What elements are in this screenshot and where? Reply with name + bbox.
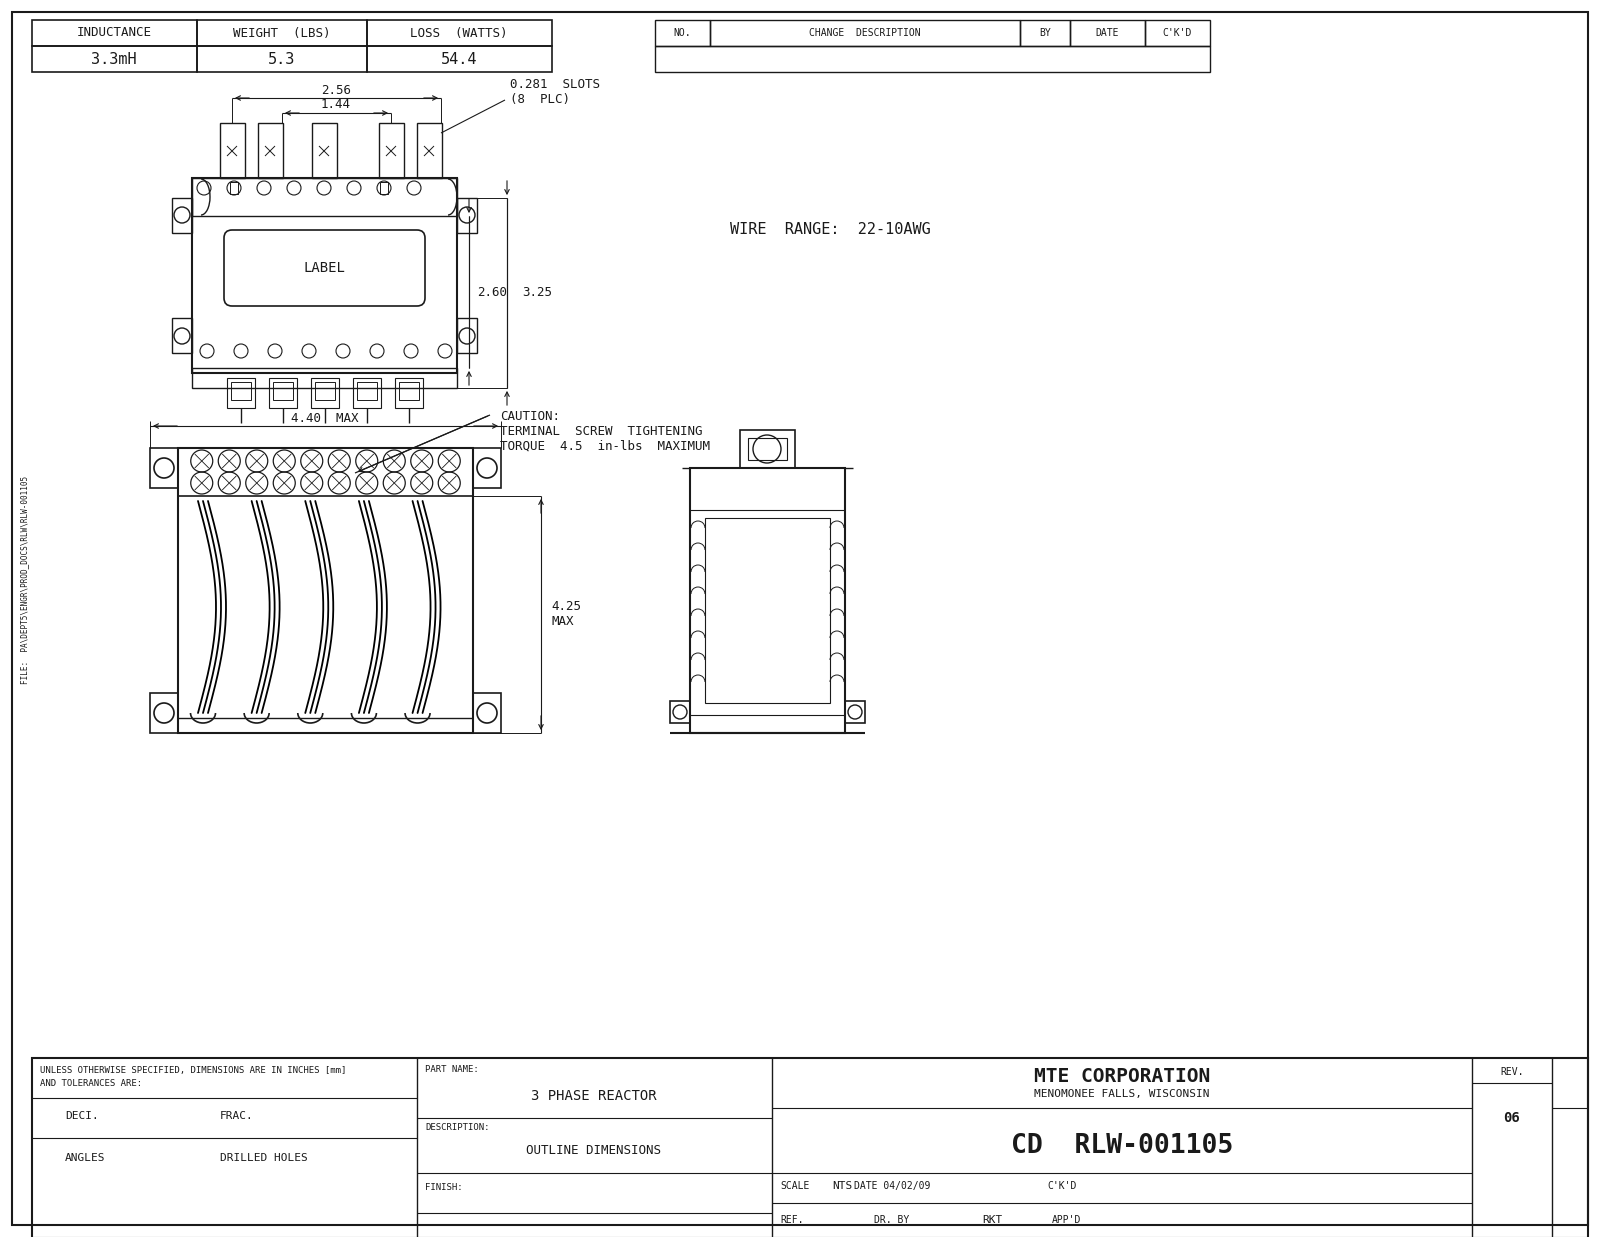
- Text: 2.60: 2.60: [477, 286, 507, 298]
- Bar: [354, 379, 381, 408]
- Text: MENOMONEE FALLS, WISCONSIN: MENOMONEE FALLS, WISCONSIN: [1034, 1089, 1210, 1098]
- Text: WIRE  RANGE:  22-10AWG: WIRE RANGE: 22-10AWG: [730, 223, 931, 238]
- Bar: [690, 468, 845, 734]
- Bar: [379, 122, 403, 178]
- Text: CAUTION:
TERMINAL  SCREW  TIGHTENING
TORQUE  4.5  in-lbs  MAXIMUM: CAUTION: TERMINAL SCREW TIGHTENING TORQU…: [499, 409, 710, 453]
- Bar: [197, 46, 366, 72]
- Bar: [192, 178, 458, 374]
- Bar: [32, 20, 197, 46]
- Text: NO.: NO.: [674, 28, 691, 38]
- Text: 4.25
MAX: 4.25 MAX: [550, 600, 581, 628]
- Text: DESCRIPTION:: DESCRIPTION:: [426, 1123, 490, 1133]
- Bar: [173, 198, 192, 233]
- Bar: [395, 379, 422, 408]
- Bar: [654, 20, 710, 46]
- Bar: [670, 701, 690, 722]
- Bar: [150, 448, 178, 489]
- Text: 06: 06: [1504, 1111, 1520, 1124]
- Bar: [310, 379, 339, 408]
- Bar: [739, 430, 795, 468]
- Text: CD  RLW-001105: CD RLW-001105: [1011, 1133, 1234, 1159]
- Text: LOSS  (WATTS): LOSS (WATTS): [410, 26, 507, 40]
- Text: DECI.: DECI.: [66, 1111, 99, 1121]
- Bar: [32, 46, 197, 72]
- Bar: [706, 518, 830, 703]
- Bar: [192, 367, 458, 388]
- Bar: [274, 382, 293, 400]
- Bar: [458, 198, 477, 233]
- Text: REF.: REF.: [781, 1215, 803, 1225]
- Text: DATE 04/02/09: DATE 04/02/09: [854, 1181, 930, 1191]
- Text: NTS: NTS: [832, 1181, 853, 1191]
- Text: 2.56: 2.56: [322, 84, 350, 96]
- Bar: [230, 382, 251, 400]
- Text: BY: BY: [1038, 28, 1051, 38]
- Text: REV.: REV.: [1501, 1068, 1523, 1077]
- Text: 4.40  MAX: 4.40 MAX: [291, 412, 358, 424]
- Bar: [357, 382, 378, 400]
- Bar: [749, 438, 787, 460]
- Bar: [398, 382, 419, 400]
- Bar: [315, 382, 334, 400]
- Text: DATE: DATE: [1096, 28, 1118, 38]
- Bar: [366, 20, 552, 46]
- Text: SCALE: SCALE: [781, 1181, 810, 1191]
- Bar: [230, 182, 238, 194]
- Text: DRILLED HOLES: DRILLED HOLES: [221, 1153, 307, 1163]
- Bar: [458, 318, 477, 353]
- Text: INDUCTANCE: INDUCTANCE: [77, 26, 152, 40]
- Bar: [654, 46, 1210, 72]
- Bar: [845, 701, 866, 722]
- Bar: [197, 20, 366, 46]
- Text: 0.281  SLOTS
(8  PLC): 0.281 SLOTS (8 PLC): [510, 78, 600, 106]
- Text: CHANGE  DESCRIPTION: CHANGE DESCRIPTION: [810, 28, 922, 38]
- Bar: [173, 318, 192, 353]
- Bar: [269, 379, 298, 408]
- Text: 3.25: 3.25: [522, 287, 552, 299]
- Bar: [366, 46, 552, 72]
- Bar: [32, 1058, 1587, 1237]
- Text: LABEL: LABEL: [302, 261, 346, 275]
- Text: APP'D: APP'D: [1053, 1215, 1082, 1225]
- Text: MTE CORPORATION: MTE CORPORATION: [1034, 1066, 1210, 1086]
- Bar: [192, 178, 458, 216]
- Bar: [178, 448, 474, 496]
- Text: WEIGHT  (LBS): WEIGHT (LBS): [234, 26, 331, 40]
- Bar: [221, 122, 245, 178]
- Bar: [1021, 20, 1070, 46]
- Text: 3.3mH: 3.3mH: [91, 52, 138, 67]
- Text: FILE:  PA\DEPT5\ENGR\PROD_DOCS\RLW\RLW-001105: FILE: PA\DEPT5\ENGR\PROD_DOCS\RLW\RLW-00…: [21, 476, 29, 684]
- Bar: [312, 122, 338, 178]
- Bar: [227, 379, 254, 408]
- Text: OUTLINE DIMENSIONS: OUTLINE DIMENSIONS: [526, 1144, 661, 1158]
- Bar: [1146, 20, 1210, 46]
- Bar: [418, 122, 442, 178]
- Bar: [381, 182, 387, 194]
- Bar: [150, 693, 178, 734]
- Text: DR. BY: DR. BY: [874, 1215, 910, 1225]
- Bar: [710, 20, 1021, 46]
- Bar: [1070, 20, 1146, 46]
- Text: FINISH:: FINISH:: [426, 1184, 462, 1192]
- Bar: [474, 693, 501, 734]
- Bar: [258, 122, 283, 178]
- Text: 1.44: 1.44: [322, 99, 350, 111]
- Bar: [474, 448, 501, 489]
- Text: C'K'D: C'K'D: [1048, 1181, 1077, 1191]
- Text: 54.4: 54.4: [440, 52, 477, 67]
- Text: 5.3: 5.3: [269, 52, 296, 67]
- Text: AND TOLERANCES ARE:: AND TOLERANCES ARE:: [40, 1080, 142, 1089]
- Text: ANGLES: ANGLES: [66, 1153, 106, 1163]
- Text: C'K'D: C'K'D: [1162, 28, 1192, 38]
- Text: FRAC.: FRAC.: [221, 1111, 254, 1121]
- Text: PART NAME:: PART NAME:: [426, 1065, 478, 1075]
- Text: RKT: RKT: [982, 1215, 1002, 1225]
- Bar: [178, 448, 474, 734]
- Text: UNLESS OTHERWISE SPECIFIED, DIMENSIONS ARE IN INCHES [mm]: UNLESS OTHERWISE SPECIFIED, DIMENSIONS A…: [40, 1066, 346, 1075]
- Text: 3 PHASE REACTOR: 3 PHASE REACTOR: [531, 1089, 658, 1103]
